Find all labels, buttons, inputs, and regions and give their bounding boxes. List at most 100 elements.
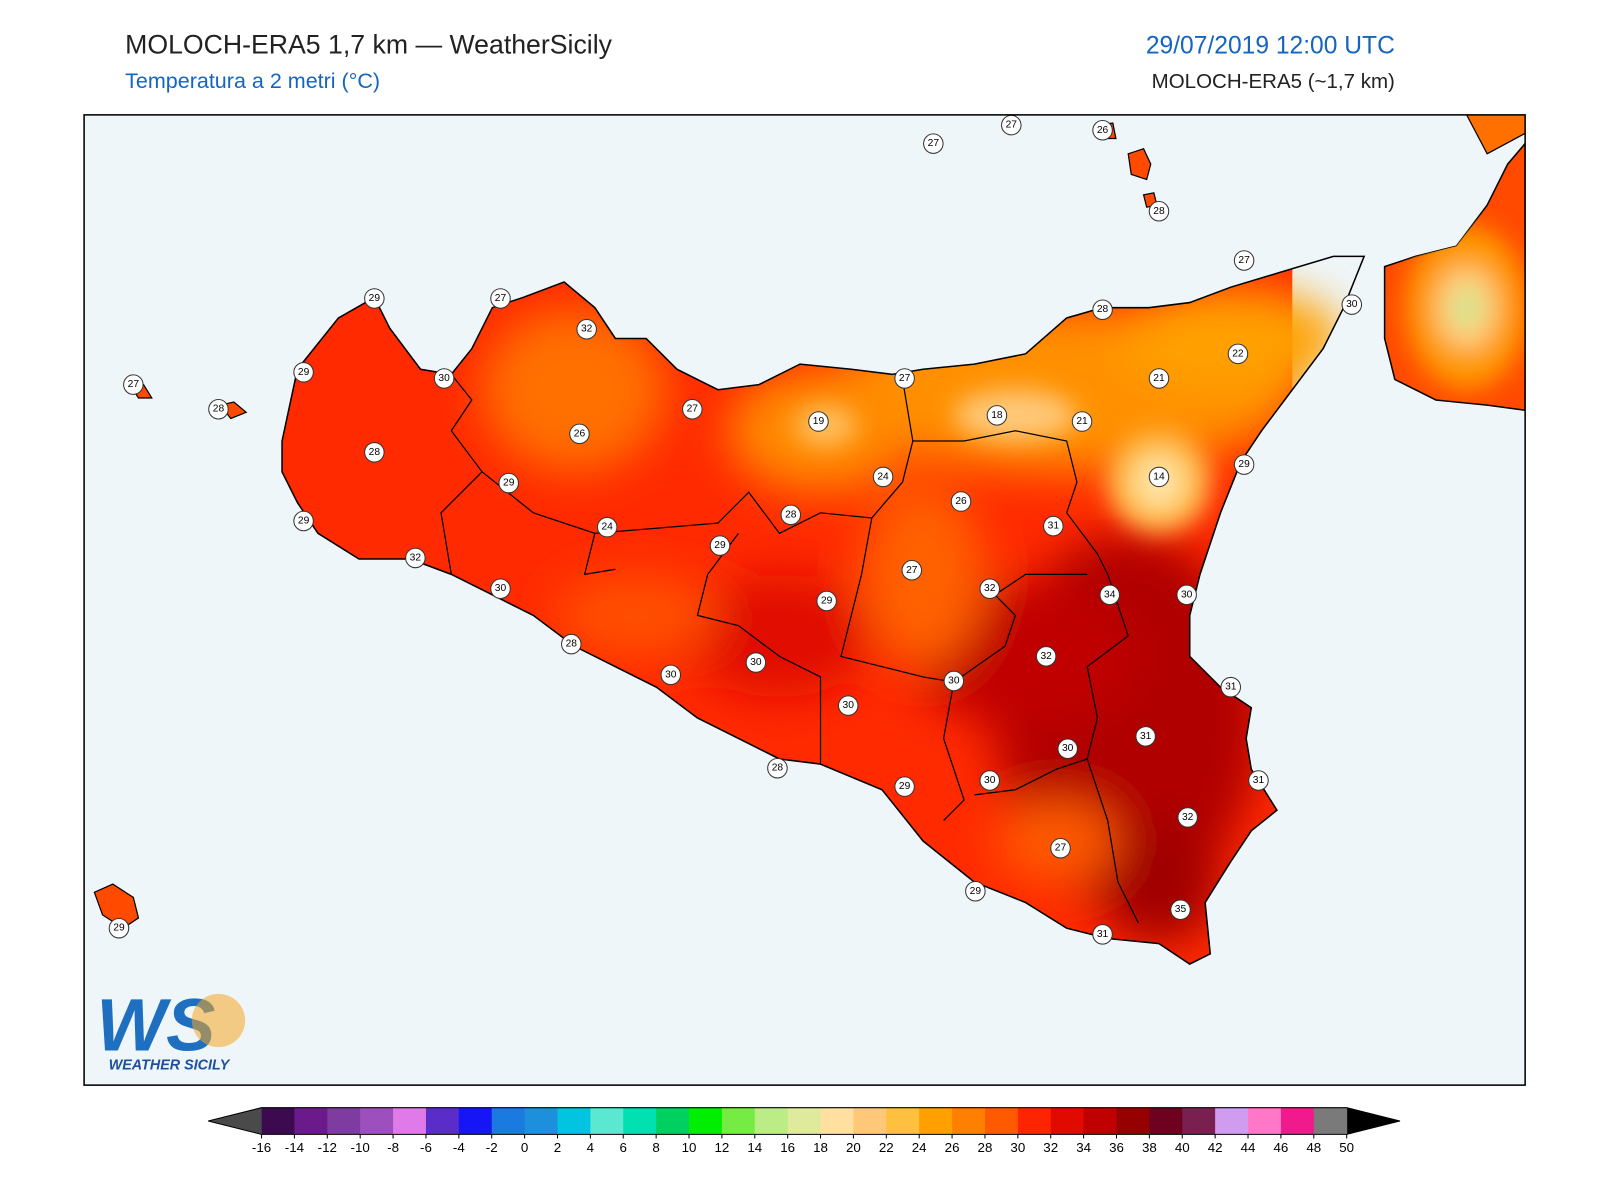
colorbar-bin <box>1116 1107 1150 1135</box>
station-marker <box>1220 676 1242 698</box>
station: 31 <box>1248 770 1269 791</box>
colorbar-bin <box>327 1107 361 1135</box>
station-value: 29 <box>714 540 726 551</box>
province-borders <box>440 373 1140 924</box>
station: 27 <box>1233 250 1255 271</box>
station-value: 31 <box>1140 731 1152 742</box>
station-marker <box>1050 837 1071 859</box>
colorbar-tick-label: 26 <box>945 1140 960 1155</box>
station-labels: 27 27 26 28 27 30 28 22 21 21 18 14 29 27 19 24 26 31 27 32… <box>108 114 1363 945</box>
colorbar-tick-label: 50 <box>1339 1140 1354 1155</box>
colorbar-bin <box>1248 1107 1282 1135</box>
colorbar-under <box>208 1107 262 1135</box>
station: 30 <box>490 578 511 599</box>
station-marker <box>1148 201 1170 222</box>
colorbar-tick-label: 32 <box>1043 1140 1058 1155</box>
colorbar-tick-label: 42 <box>1208 1140 1223 1155</box>
station-marker <box>1071 411 1093 432</box>
station: 29 <box>364 288 385 309</box>
station: 31 <box>1043 515 1064 537</box>
station: 29 <box>709 535 731 556</box>
station: 28 <box>208 398 229 420</box>
station-value: 29 <box>821 596 833 607</box>
colorbar-tick-label: 6 <box>620 1140 627 1155</box>
station: 30 <box>745 652 767 673</box>
colorbar-tick-label: -16 <box>252 1140 271 1155</box>
colorbar-tick-label: 44 <box>1241 1140 1256 1155</box>
station: 31 <box>1220 676 1242 698</box>
colorbar-bin <box>853 1107 887 1135</box>
map-frame <box>83 114 1526 1086</box>
station-marker <box>1043 515 1064 537</box>
colorbar-bin <box>360 1107 394 1135</box>
station-value: 30 <box>843 700 855 711</box>
station-value: 27 <box>495 293 507 304</box>
station-value: 28 <box>213 404 225 415</box>
station-value: 21 <box>1153 373 1165 384</box>
colorbar-bin <box>1149 1107 1183 1135</box>
station: 27 <box>1001 114 1022 136</box>
station-value: 27 <box>1006 120 1018 131</box>
colorbar-tick-label: 10 <box>682 1140 697 1155</box>
station-value: 27 <box>928 138 940 149</box>
station-marker <box>1176 584 1197 606</box>
station-marker <box>1248 770 1269 791</box>
colorbar-tick-label: 18 <box>813 1140 828 1155</box>
station: 24 <box>872 466 894 488</box>
station-marker <box>576 318 597 340</box>
station: 27 <box>894 368 915 389</box>
subtitle: Temperatura a 2 metri (°C) <box>125 69 380 93</box>
colorbar-bin <box>1280 1107 1315 1135</box>
header: MOLOCH-ERA5 1,7 km — WeatherSicily Tempe… <box>125 29 1395 93</box>
station-value: 30 <box>948 676 960 687</box>
station-marker <box>1099 584 1120 606</box>
colorbar-tick-label: 12 <box>714 1140 729 1155</box>
station-value: 30 <box>438 373 450 384</box>
station-value: 32 <box>410 552 422 563</box>
station-marker <box>1170 899 1191 920</box>
station-marker <box>979 770 1000 791</box>
station: 29 <box>894 776 915 797</box>
station: 28 <box>767 757 788 779</box>
colorbar-tick-label: 14 <box>747 1140 762 1155</box>
station-value: 30 <box>665 669 677 680</box>
station-marker <box>596 516 618 538</box>
station-value: 29 <box>899 781 911 792</box>
station-value: 27 <box>1238 255 1250 266</box>
station: 32 <box>1035 646 1057 667</box>
colorbar-bin <box>1017 1107 1052 1135</box>
station-marker <box>894 776 915 797</box>
station-value: 32 <box>581 324 593 335</box>
station-marker <box>979 578 1000 599</box>
station: 30 <box>837 695 859 716</box>
station: 35 <box>1170 899 1191 920</box>
colorbar-bin <box>820 1107 854 1135</box>
station: 28 <box>364 442 385 463</box>
station-value: 31 <box>1097 929 1109 940</box>
colorbar-bin <box>524 1107 558 1135</box>
station: 34 <box>1099 584 1120 606</box>
station-value: 30 <box>1181 589 1193 600</box>
station-marker <box>837 695 859 716</box>
station-marker <box>923 133 944 154</box>
colorbar-tick-label: 8 <box>652 1140 659 1155</box>
station: 32 <box>576 318 597 340</box>
station: 22 <box>1227 343 1249 365</box>
station-marker <box>965 881 986 902</box>
station: 27 <box>901 559 923 581</box>
station-marker <box>1341 294 1363 315</box>
station: 32 <box>1177 807 1198 828</box>
colorbar-bin <box>1182 1107 1216 1135</box>
station-value: 14 <box>1153 471 1165 482</box>
colorbar-bin <box>689 1107 723 1135</box>
station-value: 29 <box>503 478 515 489</box>
station: 29 <box>1233 454 1255 475</box>
colorbar-bin <box>787 1107 822 1135</box>
colorbar-bin <box>491 1107 526 1135</box>
colorbar-bin <box>425 1107 460 1135</box>
colorbar-tick-label: 0 <box>521 1140 528 1155</box>
colorbar-bin <box>1050 1107 1085 1135</box>
station: 30 <box>660 664 682 686</box>
station-marker <box>569 423 590 445</box>
station-marker <box>682 398 703 420</box>
